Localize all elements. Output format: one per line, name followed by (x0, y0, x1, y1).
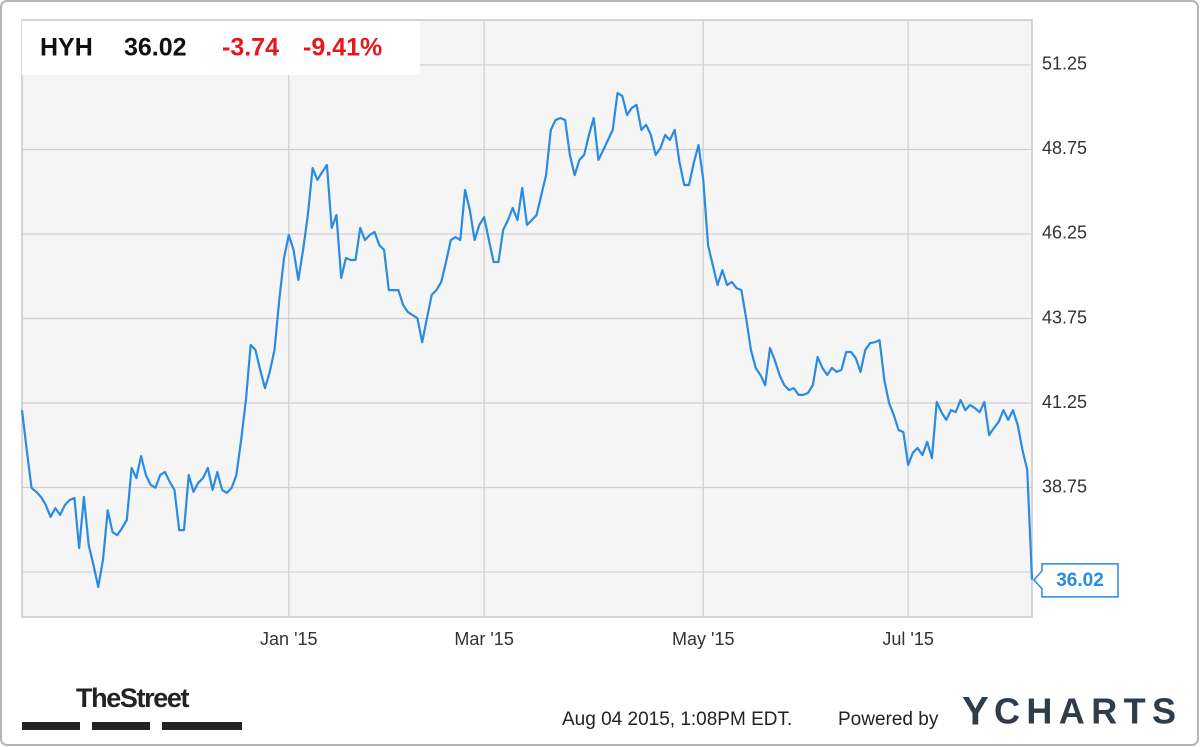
x-tick-label: Jan '15 (260, 629, 317, 649)
y-tick-label: 51.25 (1042, 54, 1087, 74)
x-tick-label: May '15 (672, 629, 734, 649)
logo-bar (92, 722, 150, 730)
y-tick-label: 46.25 (1042, 223, 1087, 243)
x-tick-label: Mar '15 (454, 629, 513, 649)
logo-bar (162, 722, 242, 730)
marks: 36.02 (20, 91, 1119, 598)
last-value-label: 36.02 (1056, 570, 1104, 591)
logo-bar (22, 722, 80, 730)
change-percent: -9.41% (303, 34, 382, 62)
change: -3.74 (222, 34, 279, 62)
ticker: HYH (40, 34, 93, 62)
timestamp: Aug 04 2015, 1:08PM EDT. (562, 709, 792, 730)
last-value-box (1032, 563, 1119, 598)
x-tick-label: Jul '15 (882, 629, 933, 649)
y-tick-label: 41.25 (1042, 392, 1087, 412)
powered-by: Powered by (838, 709, 939, 730)
y-tick-label: 48.75 (1042, 138, 1087, 158)
brand-initial: Y (962, 690, 989, 734)
y-tick-label: 43.75 (1042, 307, 1087, 327)
price-line (20, 91, 1034, 589)
price: 36.02 (124, 34, 187, 62)
header-box (22, 21, 420, 75)
y-tick-label: 38.75 (1042, 476, 1087, 496)
source-logo: TheStreet (76, 683, 190, 713)
